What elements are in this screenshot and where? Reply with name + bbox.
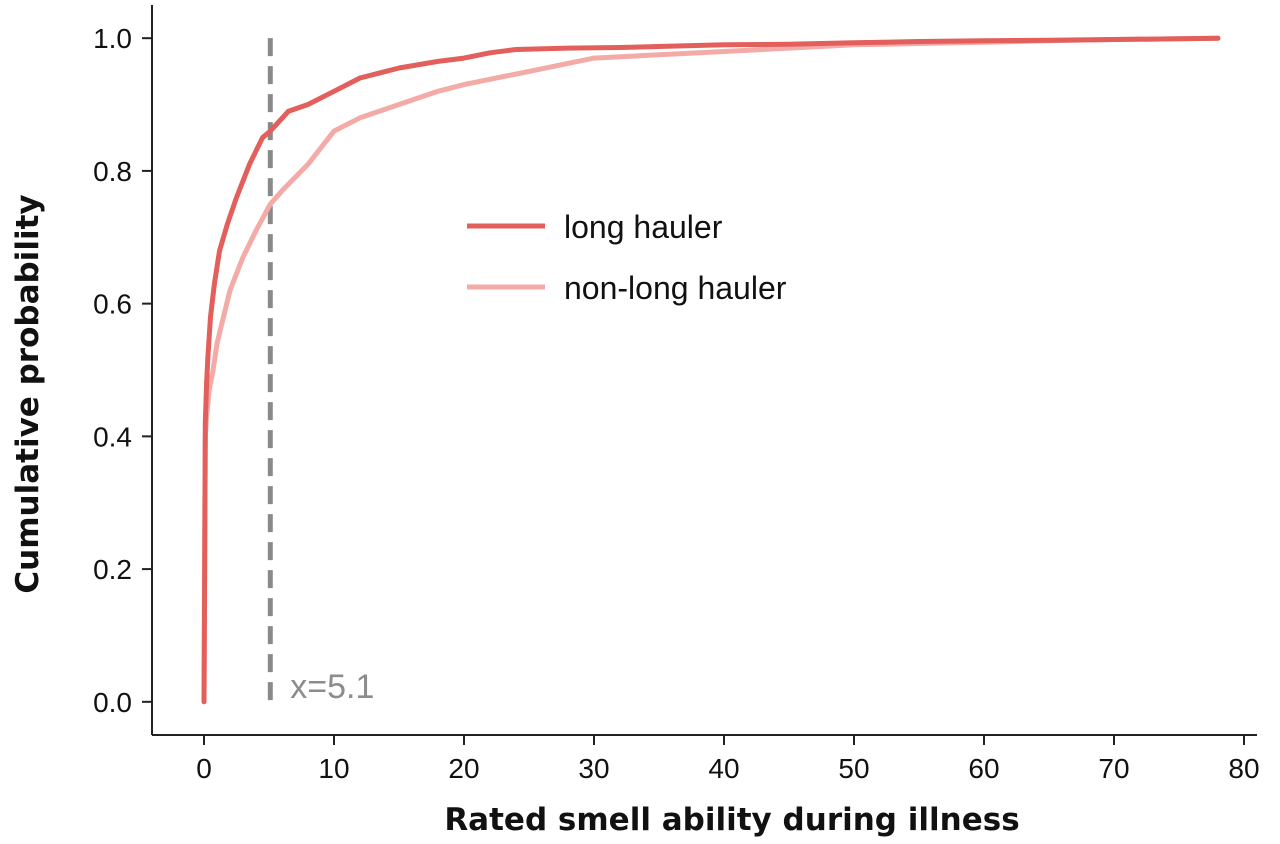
- y-tick-label: 0.8: [93, 156, 132, 187]
- x-tick-label: 70: [1098, 753, 1129, 784]
- x-tick-label: 60: [968, 753, 999, 784]
- y-tick-label: 1.0: [93, 23, 132, 54]
- x-tick-label: 10: [318, 753, 349, 784]
- legend-label: non-long hauler: [564, 270, 787, 306]
- ticks-layer: 0 10 20 30 40 50 60 70 80 0.0 0.2 0.4 0.6 0.8 1.0: [93, 23, 1260, 784]
- legend: long hauler non-long hauler: [467, 209, 787, 306]
- y-tick-label: 0.6: [93, 289, 132, 320]
- series-layer: [201, 35, 1221, 705]
- annotation-layer: x=5.1: [267, 38, 374, 706]
- x-tick-label: 0: [196, 753, 212, 784]
- x-tick-label: 80: [1228, 753, 1259, 784]
- y-axis-title: Cumulative probability: [10, 194, 46, 593]
- x-axis-title: Rated smell ability during illness: [444, 802, 1019, 838]
- series-line-long-hauler: [201, 35, 1221, 705]
- axes-layer: [151, 5, 1257, 736]
- vline-label: x=5.1: [290, 668, 374, 706]
- y-tick-label: 0.4: [93, 421, 132, 452]
- y-tick-label: 0.2: [93, 554, 132, 585]
- x-tick-label: 30: [578, 753, 609, 784]
- x-tick-label: 20: [448, 753, 479, 784]
- x-tick-label: 50: [838, 753, 869, 784]
- series-line-non-long-hauler: [201, 35, 1221, 705]
- legend-label: long hauler: [564, 209, 723, 245]
- y-tick-label: 0.0: [93, 687, 132, 718]
- x-tick-label: 40: [708, 753, 739, 784]
